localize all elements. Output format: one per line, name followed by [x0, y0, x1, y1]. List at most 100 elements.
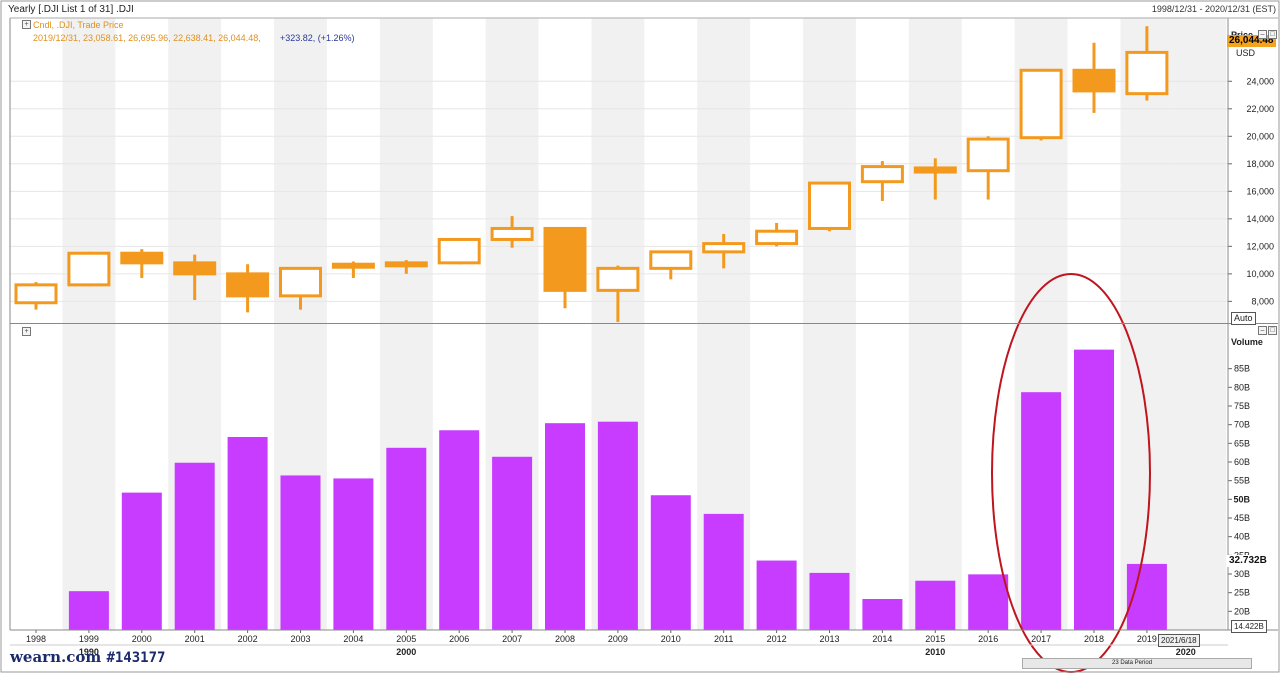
x-tick-label: 2008	[555, 634, 575, 644]
volume-tick-label: 65B	[1234, 438, 1250, 448]
volume-tick-label: 45B	[1234, 513, 1250, 523]
x-tick-label: 2010	[661, 634, 681, 644]
data-period-label: 23 Data Period	[1112, 660, 1153, 666]
decade-label: 2020	[1176, 647, 1196, 657]
volume-tick-label: 20B	[1234, 606, 1250, 616]
volume-tick-label: 30B	[1234, 569, 1250, 579]
watermark-id: #143177	[106, 650, 166, 666]
legend-series: Cndl, .DJI, Trade Price	[33, 20, 124, 30]
x-tick-label: 2000	[132, 634, 152, 644]
x-tick-label: 2007	[502, 634, 522, 644]
candle-body	[966, 137, 1010, 173]
volume-panel-minimize-icon[interactable]: –	[1258, 326, 1267, 335]
volume-bar	[439, 430, 480, 630]
volume-tick-label: 25B	[1234, 588, 1250, 598]
x-tick-label: 2002	[238, 634, 258, 644]
date-range: 1998/12/31 - 2020/12/31 (EST)	[1151, 4, 1276, 14]
volume-bar	[650, 495, 691, 630]
volume-tick-label: 40B	[1234, 532, 1250, 542]
volume-bar	[121, 492, 162, 630]
volume-tick-label: 80B	[1234, 382, 1250, 392]
volume-tick-label: 85B	[1234, 364, 1250, 374]
price-tick-label: 22,000	[1246, 104, 1274, 114]
timeline-scrollbar[interactable]	[1022, 658, 1252, 669]
candle-body	[437, 237, 481, 265]
watermark-site: wearn.com	[10, 648, 102, 666]
change-readout: +323.82, (+1.26%)	[280, 33, 355, 43]
price-tick-label: 20,000	[1246, 131, 1274, 141]
candle-body	[279, 266, 322, 298]
candle-body	[331, 262, 375, 269]
candle-body	[596, 266, 640, 292]
candle-body	[913, 166, 957, 174]
volume-bar	[703, 513, 744, 630]
volume-min-badge: 14.422B	[1231, 620, 1267, 633]
decade-label: 2010	[925, 647, 945, 657]
candle-body	[860, 165, 904, 184]
candle-body	[14, 283, 58, 305]
chart-title: Yearly [.DJI List 1 of 31] .DJI	[8, 4, 134, 15]
volume-tick-label: 50B	[1233, 494, 1250, 504]
x-tick-label: 2006	[449, 634, 469, 644]
candle-body	[1019, 68, 1063, 140]
x-tick-label: 2004	[343, 634, 363, 644]
price-panel-minimize-icon[interactable]: –	[1258, 30, 1267, 39]
candle-body	[755, 229, 799, 246]
volume-bar	[68, 591, 109, 630]
x-tick-label: 2011	[714, 634, 733, 644]
candle-body	[67, 251, 111, 287]
candle-body	[1125, 50, 1169, 96]
volume-bar	[545, 423, 585, 630]
volume-bar	[174, 462, 215, 630]
last-volume-badge: 32.732B	[1227, 555, 1269, 567]
price-tick-label: 10,000	[1246, 269, 1274, 279]
volume-bar	[492, 456, 533, 630]
collapse-legend-icon[interactable]: +	[22, 20, 31, 29]
price-unit: USD	[1236, 48, 1256, 58]
candle-body	[173, 261, 217, 276]
volume-tick-label: 55B	[1234, 476, 1250, 486]
volume-bar	[227, 436, 268, 630]
volume-bar	[915, 580, 956, 630]
volume-bar	[333, 478, 374, 630]
decade-label: 1990	[79, 647, 99, 657]
candle-body	[120, 251, 164, 265]
candle-body	[226, 272, 270, 298]
x-tick-label: 2013	[819, 634, 839, 644]
volume-panel-maximize-icon[interactable]: □	[1268, 326, 1277, 335]
x-tick-label: 2015	[925, 634, 945, 644]
price-panel-maximize-icon[interactable]: □	[1268, 30, 1277, 39]
auto-scale-button[interactable]: Auto	[1231, 312, 1256, 325]
x-tick-label: 1998	[26, 634, 46, 644]
ohlc-readout: 2019/12/31, 23,058.61, 26,695.96, 22,638…	[33, 33, 261, 43]
watermark: wearn.com #143177	[10, 648, 165, 666]
x-tick-label: 2016	[978, 634, 998, 644]
volume-panel-collapse-icon[interactable]: +	[22, 327, 31, 336]
x-tick-label: 2014	[872, 634, 892, 644]
x-tick-label: 1999	[79, 634, 99, 644]
candle-body	[1072, 68, 1116, 93]
volume-tick-label: 75B	[1234, 401, 1250, 411]
price-tick-label: 12,000	[1246, 241, 1274, 251]
candle-body	[702, 242, 746, 254]
volume-tick-label: 70B	[1234, 420, 1250, 430]
volume-bar	[756, 560, 797, 630]
volume-bar	[1074, 349, 1114, 630]
x-tick-label: 2003	[290, 634, 310, 644]
volume-bar	[597, 421, 638, 630]
x-tick-label: 2009	[608, 634, 628, 644]
candle-body	[649, 250, 693, 270]
x-tick-label: 2001	[185, 634, 205, 644]
x-tick-label: 2005	[396, 634, 416, 644]
price-tick-label: 16,000	[1246, 186, 1274, 196]
volume-bar	[809, 572, 850, 630]
volume-bar	[862, 599, 903, 630]
price-tick-label: 14,000	[1246, 214, 1274, 224]
x-tick-label: 2017	[1031, 634, 1051, 644]
price-tick-label: 24,000	[1246, 76, 1274, 86]
volume-bar	[386, 447, 427, 630]
x-tick-label: 2018	[1084, 634, 1104, 644]
cursor-date: 2021/6/18	[1158, 634, 1200, 647]
